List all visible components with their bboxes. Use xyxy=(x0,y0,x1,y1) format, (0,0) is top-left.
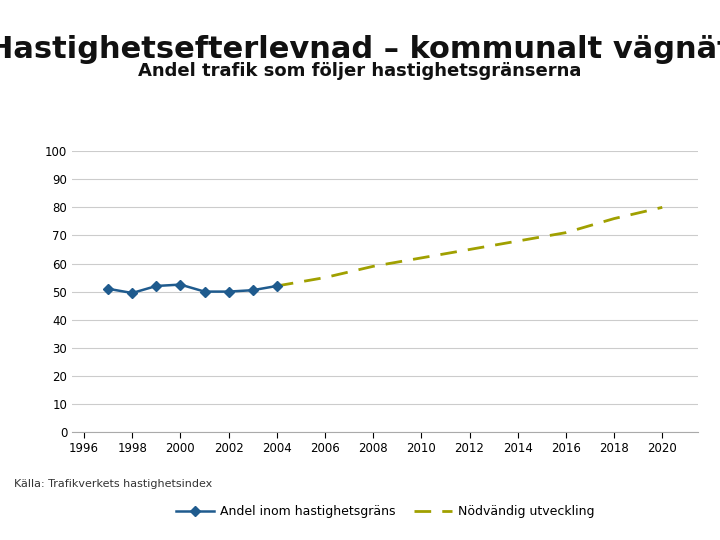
Text: 9/25/2020: 9/25/2020 xyxy=(65,516,129,529)
Text: Andel trafik som följer hastighetsgränserna: Andel trafik som följer hastighetsgränse… xyxy=(138,62,582,80)
Nödvändig utveckling xyxy=(320,274,329,281)
Nödvändig utveckling xyxy=(562,230,570,236)
Andel inom hastighetsgräns xyxy=(128,290,137,296)
Text: Källa: Trafikverkets hastighetsindex: Källa: Trafikverkets hastighetsindex xyxy=(14,478,212,489)
Andel inom hastighetsgräns xyxy=(272,283,281,289)
Text: TRAFIKVERKET: TRAFIKVERKET xyxy=(562,516,679,529)
Text: 12: 12 xyxy=(14,516,30,529)
Andel inom hastighetsgräns xyxy=(225,288,233,295)
Line: Nödvändig utveckling: Nödvändig utveckling xyxy=(276,207,662,286)
Andel inom hastighetsgräns xyxy=(200,288,209,295)
Nödvändig utveckling xyxy=(369,263,377,269)
Legend: Andel inom hastighetsgräns, Nödvändig utveckling: Andel inom hastighetsgräns, Nödvändig ut… xyxy=(171,500,599,523)
Andel inom hastighetsgräns xyxy=(152,283,161,289)
Nödvändig utveckling xyxy=(272,283,281,289)
Nödvändig utveckling xyxy=(465,246,474,253)
Andel inom hastighetsgräns xyxy=(248,287,257,293)
Nödvändig utveckling xyxy=(417,255,426,261)
Andel inom hastighetsgräns xyxy=(176,281,185,288)
Text: ♕: ♕ xyxy=(526,514,541,531)
Nödvändig utveckling xyxy=(610,215,618,222)
Nödvändig utveckling xyxy=(658,204,667,211)
Andel inom hastighetsgräns xyxy=(104,286,112,292)
Text: Hastighetsefterlevnad – kommunalt vägnät: Hastighetsefterlevnad – kommunalt vägnät xyxy=(0,35,720,64)
Line: Andel inom hastighetsgräns: Andel inom hastighetsgräns xyxy=(104,281,280,296)
Nödvändig utveckling xyxy=(513,238,522,244)
